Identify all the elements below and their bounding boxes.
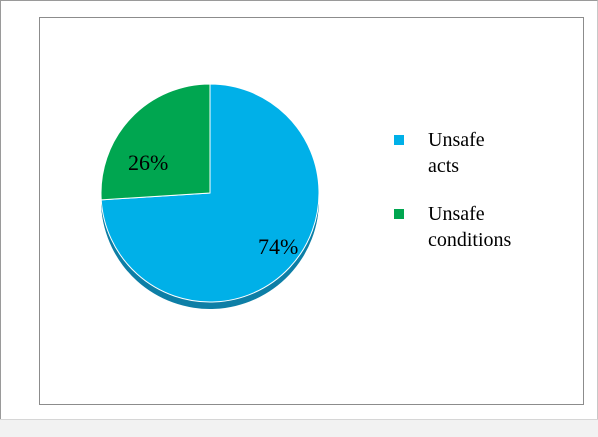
legend-line: acts	[428, 155, 459, 177]
legend: Unsafe acts Unsafe conditions	[394, 129, 512, 251]
pie-data-labels: 74% 26%	[128, 150, 298, 259]
legend-swatch-1	[394, 209, 404, 219]
pie-chart: 74% 26% Unsafe acts Unsafe conditions	[100, 83, 512, 309]
legend-label-0: Unsafe acts	[428, 129, 485, 177]
legend-line: Unsafe	[428, 129, 485, 151]
legend-swatch-0	[394, 135, 404, 145]
legend-line: conditions	[428, 229, 512, 251]
pie-slices	[100, 83, 320, 303]
data-label-1: 26%	[128, 150, 168, 175]
chart-frame: 74% 26% Unsafe acts Unsafe conditions	[39, 17, 584, 405]
pie-slice-unsafe-conditions	[100, 83, 211, 201]
legend-label-1: Unsafe conditions	[428, 203, 512, 251]
page-bottom-strip	[0, 419, 598, 437]
data-label-0: 74%	[258, 234, 298, 259]
legend-line: Unsafe	[428, 203, 485, 225]
